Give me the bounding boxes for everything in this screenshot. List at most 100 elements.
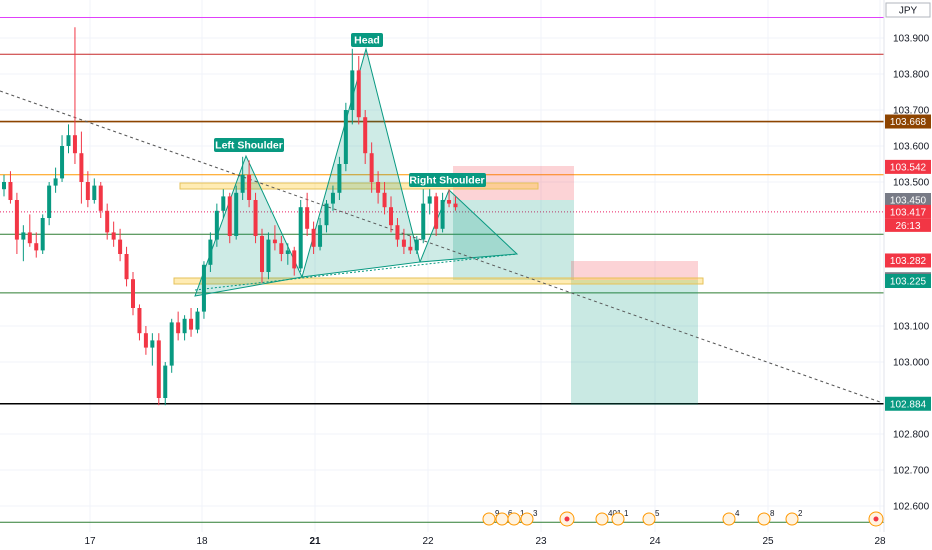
event-marker[interactable]: 1 <box>611 509 629 526</box>
candle <box>21 225 26 262</box>
stop-loss-zone <box>571 261 698 280</box>
price-tag-bg <box>885 396 931 411</box>
candle <box>27 214 32 247</box>
left-shoulder-triangle <box>194 154 303 297</box>
time-tick-label: 17 <box>84 536 96 547</box>
price-tag-label: 103.450 <box>890 196 927 207</box>
candle-body <box>356 70 361 118</box>
candle <box>195 308 200 334</box>
currency-badge[interactable]: JPY <box>885 2 931 18</box>
candle-body <box>156 340 161 398</box>
time-tick-label: 25 <box>762 536 774 547</box>
price-tag: 103.668 <box>885 114 931 129</box>
neckline-zone[interactable] <box>173 277 704 285</box>
candle <box>260 228 264 283</box>
time-axis[interactable]: 17 18 21 22 23 24 25 28 <box>84 536 886 547</box>
candle-body <box>8 182 13 200</box>
candle-body <box>143 333 148 348</box>
candle-body <box>169 322 174 366</box>
price-tag-label: 103.417 <box>890 207 927 218</box>
candle-body <box>318 225 323 247</box>
event-marker[interactable]: 8 <box>757 509 775 526</box>
candle <box>318 218 323 251</box>
candle-body <box>401 239 406 247</box>
price-tag-label: 103.668 <box>890 117 927 128</box>
candle-body <box>47 185 52 218</box>
event-flag-icon <box>611 512 625 526</box>
candle <box>227 192 232 244</box>
price-tag-bg <box>885 159 931 174</box>
candle <box>414 236 419 254</box>
event-marker[interactable]: 1 <box>507 509 525 526</box>
candle <box>337 156 342 200</box>
candle-body <box>137 308 142 334</box>
candle <box>60 135 65 182</box>
candle-body <box>201 264 206 312</box>
event-marker[interactable]: 3 <box>520 509 538 526</box>
candle <box>201 261 206 319</box>
candle-body <box>79 153 84 182</box>
svg-text:JPY: JPY <box>899 6 918 17</box>
candle <box>395 218 400 247</box>
candle-body <box>72 135 77 154</box>
event-flag-icon <box>785 512 799 526</box>
candle <box>279 236 284 262</box>
candle-body <box>260 236 264 272</box>
candle-body <box>311 228 316 247</box>
event-marker[interactable]: 9 <box>482 509 500 526</box>
price-tag-label: 103.542 <box>890 162 927 173</box>
price-tick-label: 102.600 <box>893 502 930 513</box>
candle <box>292 246 297 276</box>
event-marker[interactable] <box>559 511 575 527</box>
event-count: 9 <box>495 509 500 518</box>
svg-text:Left Shoulder: Left Shoulder <box>215 140 283 152</box>
candle-body <box>92 185 97 200</box>
candle <box>350 48 355 125</box>
candle <box>150 333 155 366</box>
candle-body <box>350 70 355 110</box>
event-marker[interactable]: 2 <box>785 509 803 526</box>
short-position-2[interactable] <box>571 261 698 405</box>
candle <box>40 214 45 254</box>
event-dot-icon <box>873 516 879 522</box>
price-tag-bg <box>885 114 931 129</box>
candle-body <box>85 182 90 200</box>
event-marker[interactable]: 5 <box>642 509 660 526</box>
candle-body <box>105 210 110 233</box>
candle <box>356 56 361 125</box>
candle-body <box>414 239 419 251</box>
candle-body <box>189 318 194 330</box>
candle <box>2 174 6 197</box>
candle-body <box>389 207 393 226</box>
candle-body <box>195 311 200 330</box>
countdown-bg <box>885 218 931 232</box>
event-flag-icon <box>482 512 496 526</box>
candle <box>53 167 58 193</box>
time-tick-label: 22 <box>422 536 434 547</box>
candle <box>298 200 303 272</box>
price-tag-label: 102.884 <box>890 399 927 410</box>
event-marker[interactable] <box>868 511 884 527</box>
event-marker[interactable]: 4 <box>722 509 740 526</box>
price-tick-label: 103.100 <box>893 322 930 333</box>
candle-body <box>118 239 123 254</box>
candle <box>221 189 226 218</box>
candle <box>98 182 103 218</box>
candle <box>421 189 426 244</box>
candle-body <box>363 117 368 154</box>
candle <box>66 124 71 154</box>
shoulder-zone[interactable] <box>179 182 539 190</box>
candle <box>234 185 239 240</box>
candle-body <box>14 200 19 240</box>
candle-body <box>272 239 277 244</box>
time-tick-label: 21 <box>309 536 321 547</box>
candle-body <box>427 196 432 204</box>
candle-body <box>27 232 32 244</box>
candle-body <box>247 174 252 200</box>
short-position-1[interactable] <box>453 166 574 280</box>
time-tick-label: 24 <box>649 536 661 547</box>
candle <box>453 196 458 211</box>
candle-body <box>131 279 135 308</box>
price-axis[interactable]: 103.900 103.800 103.700 103.600 103.500 103.1… <box>893 34 930 513</box>
